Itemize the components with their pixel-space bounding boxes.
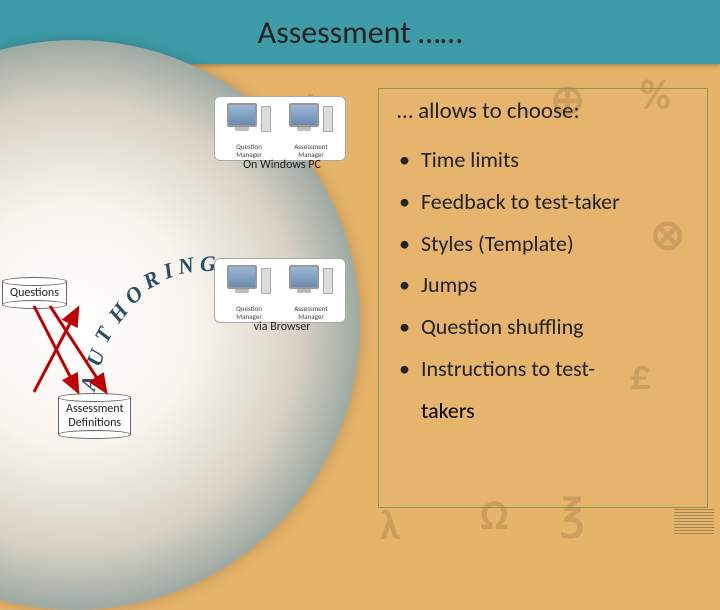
pc-label: QuestionManager (236, 305, 262, 320)
database-assessments-label2: Definitions (68, 416, 121, 430)
options-item: Instructions to test- (397, 348, 703, 390)
pc-group-windows: QuestionManager AssessmentManager (214, 96, 346, 161)
pc-label: QuestionManager (236, 143, 262, 158)
computer-icon (227, 103, 271, 137)
pc-item: AssessmentManager (285, 265, 337, 320)
options-item: Feedback to test-taker (397, 181, 703, 223)
pc-item: QuestionManager (223, 265, 275, 320)
options-item: Question shuffling (397, 306, 703, 348)
database-questions-label: Questions (10, 286, 59, 300)
options-item: Styles (Template) (397, 223, 703, 265)
pc-label: AssessmentManager (294, 143, 328, 158)
computer-icon (289, 265, 333, 299)
options-tail: takers (397, 390, 703, 432)
caption-browser: via Browser (222, 320, 342, 334)
computer-icon (289, 103, 333, 137)
page-corner-decoration (674, 508, 714, 534)
pc-item: QuestionManager (223, 103, 275, 158)
database-assessments-label1: Assessment (66, 402, 123, 416)
caption-windows: On Windows PC (222, 158, 342, 172)
options-heading: … allows to choose: (397, 97, 703, 125)
database-assessments: Assessment Definitions (58, 396, 131, 436)
database-questions: Questions (2, 280, 67, 306)
pc-item: AssessmentManager (285, 103, 337, 158)
pc-group-browser: QuestionManager AssessmentManager (214, 258, 346, 323)
computer-icon (227, 265, 271, 299)
options-panel: … allows to choose: Time limitsFeedback … (378, 88, 708, 508)
options-item: Time limits (397, 139, 703, 181)
options-item: Jumps (397, 264, 703, 306)
pc-label: AssessmentManager (294, 305, 328, 320)
options-list: Time limitsFeedback to test-takerStyles … (397, 139, 703, 390)
